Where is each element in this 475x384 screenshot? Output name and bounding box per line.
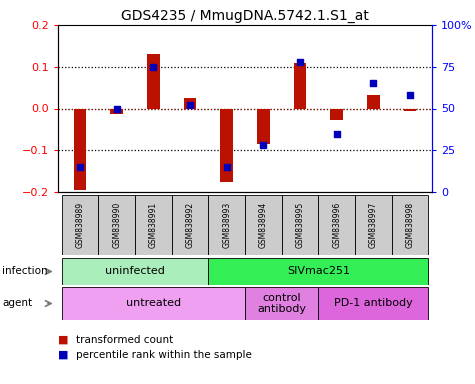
Text: ■: ■	[58, 350, 68, 360]
Point	[406, 92, 414, 98]
Text: GSM838989: GSM838989	[76, 202, 85, 248]
Text: transformed count: transformed count	[76, 335, 173, 345]
Bar	[330, 109, 343, 120]
Bar	[392, 195, 428, 255]
Text: PD-1 antibody: PD-1 antibody	[334, 298, 413, 308]
Point	[113, 106, 121, 112]
Text: SIVmac251: SIVmac251	[287, 266, 350, 276]
Bar	[171, 195, 209, 255]
Text: untreated: untreated	[126, 298, 181, 308]
Text: uninfected: uninfected	[105, 266, 165, 276]
Point	[370, 80, 377, 86]
Bar	[183, 98, 197, 109]
Bar	[98, 195, 135, 255]
Text: GSM838996: GSM838996	[332, 202, 341, 248]
Bar	[147, 54, 160, 109]
Bar	[209, 195, 245, 255]
Text: agent: agent	[2, 298, 32, 308]
Bar	[318, 195, 355, 255]
Bar	[220, 109, 233, 182]
Bar	[135, 195, 171, 255]
Bar	[294, 63, 306, 109]
Point	[223, 164, 230, 170]
Bar	[110, 109, 123, 114]
Text: GSM838993: GSM838993	[222, 202, 231, 248]
Bar	[62, 287, 245, 320]
Point	[76, 164, 84, 170]
Bar	[245, 195, 282, 255]
Text: GSM838995: GSM838995	[295, 202, 304, 248]
Point	[259, 142, 267, 148]
Text: GSM838991: GSM838991	[149, 202, 158, 248]
Bar	[209, 258, 428, 285]
Text: GSM838990: GSM838990	[112, 202, 121, 248]
Text: percentile rank within the sample: percentile rank within the sample	[76, 350, 252, 360]
Bar	[245, 287, 318, 320]
Bar	[318, 287, 428, 320]
Bar	[355, 195, 392, 255]
Point	[333, 131, 341, 137]
Bar	[257, 109, 270, 144]
Bar	[404, 109, 417, 111]
Text: ■: ■	[58, 335, 68, 345]
Bar	[62, 195, 98, 255]
Bar	[74, 109, 86, 190]
Text: GSM838998: GSM838998	[406, 202, 415, 248]
Bar	[62, 258, 209, 285]
Bar	[282, 195, 318, 255]
Point	[150, 64, 157, 70]
Point	[296, 59, 304, 65]
Text: infection: infection	[2, 266, 48, 276]
Text: GSM838994: GSM838994	[259, 202, 268, 248]
Text: GSM838992: GSM838992	[186, 202, 194, 248]
Text: control
antibody: control antibody	[257, 293, 306, 314]
Title: GDS4235 / MmugDNA.5742.1.S1_at: GDS4235 / MmugDNA.5742.1.S1_at	[121, 8, 369, 23]
Text: GSM838997: GSM838997	[369, 202, 378, 248]
Bar	[367, 95, 380, 109]
Point	[186, 102, 194, 108]
